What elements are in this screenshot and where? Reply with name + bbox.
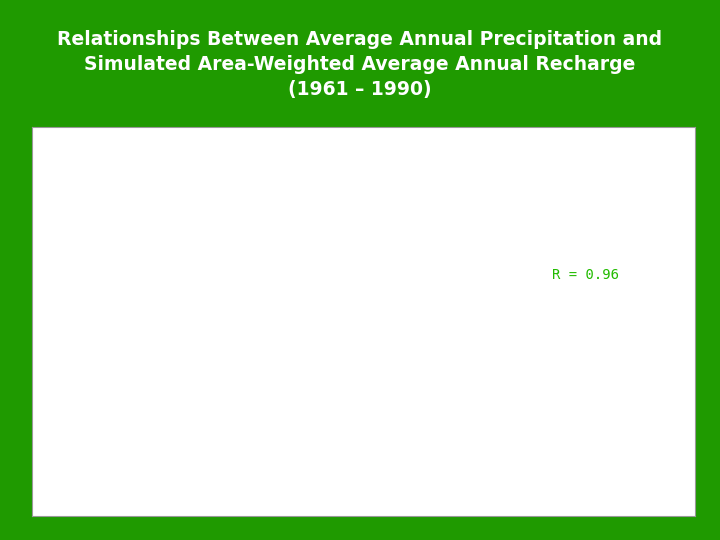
Text: Relationships Between Average Annual Precipitation and
Simulated Area-Weighted A: Relationships Between Average Annual Pre… [58,30,662,99]
Text: R = 0.96: R = 0.96 [552,268,619,282]
